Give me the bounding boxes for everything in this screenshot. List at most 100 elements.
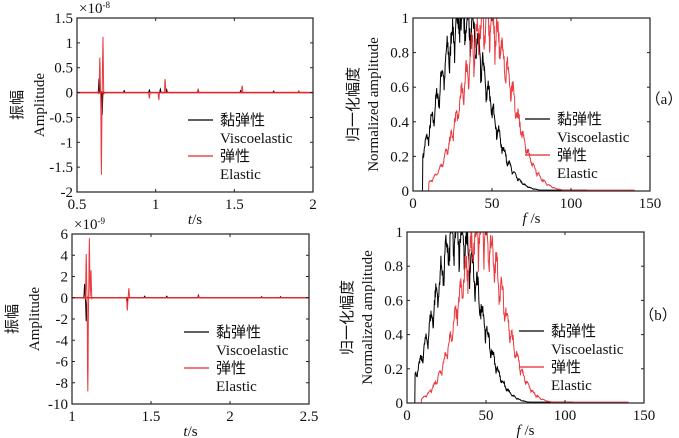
x-axis-label: f /s [523,211,541,227]
x-tick-label: 2 [226,409,234,425]
x-tick-label: 150 [633,408,656,424]
x-tick-label: 50 [485,196,500,212]
y-tick-label: 0.8 [384,259,403,275]
axes-frame [76,17,314,193]
axes-frame [71,233,310,405]
legend-label: Viscoelastic [220,131,293,147]
legend-label: Viscoelastic [216,343,289,359]
y-tick-label: 0.2 [384,362,403,378]
x-tick-label: 0.5 [68,197,87,213]
panel-label: （b） [639,307,677,324]
y-tick-label: 1 [402,11,410,27]
x-axis-label: t/s [183,424,197,438]
x-axis-label-unit: /s [192,212,202,228]
series-line-viscoelastic [77,78,313,115]
x-tick-label: 1.5 [142,409,161,425]
x-tick-label: 100 [554,408,577,424]
y-tick-label: 2 [61,270,69,286]
y-tick-label: 0 [61,291,69,307]
series-line-viscoelastic [413,18,650,191]
y-tick-label: 0.2 [390,149,409,165]
y-tick-label: 0 [66,86,74,102]
legend-label: Elastic [557,166,598,182]
chart-a-time: 0.5 1 1.5 2 -2 -1.5 -1 -0.5 0 0.5 1 1.5 ×10-8 t/s 振幅 Am… [8,0,317,228]
x-axis-label-var: f [517,423,525,438]
y-axis-label: Normalized amplitude [366,37,382,172]
x-tick-label: 2.5 [300,409,319,425]
y-tick-label: -2 [56,312,69,328]
y-tick-label: -8 [56,376,69,392]
x-tick-label: 0 [409,196,417,212]
legend-label-cn: 黏弹性 [216,323,261,341]
x-tick-label: 2 [309,197,317,213]
series-line-elastic [413,18,650,191]
x-axis-label: f /s [517,423,535,438]
x-tick-label: 50 [479,408,494,424]
legend-label: Elastic [216,379,257,395]
x-axis-label-unit: /s [524,423,534,438]
legend-label-cn: 弹性 [216,359,246,377]
legend-label-cn: 弹性 [220,147,250,165]
y-axis-label-cn: 归一化幅度 [344,67,362,142]
y-axis-label: Amplitude [32,73,48,138]
y-exponent: -9 [97,216,105,226]
y-tick-label: 0.4 [384,328,403,344]
axes-frame [412,17,651,192]
legend-label-cn: 弹性 [557,146,587,164]
y-tick-label: -6 [56,355,69,371]
x-tick-label: 100 [560,196,583,212]
plot-area [407,232,644,403]
series-line-viscoelastic [72,283,309,322]
axes-frame [406,231,645,404]
y-tick-label: 1.5 [54,11,73,27]
x-tick-label: 150 [639,196,662,212]
y-axis-label-cn: 归一化幅度 [338,280,356,355]
y-tick-label: 0.4 [390,115,409,131]
plot-area [72,238,309,392]
legend-label: Viscoelastic [551,342,624,358]
y-tick-label: -1.5 [49,160,73,176]
x-axis-label-var: t [188,212,193,228]
y-tick-label: 1 [396,225,404,241]
legend-label-cn: 黏弹性 [557,110,602,128]
y-axis-label: Normalized amplitude [360,250,376,385]
y-tick-label: 0 [402,184,410,200]
x-tick-label: 0 [403,408,411,424]
y-axis-label-cn: 振幅 [8,90,26,120]
y-tick-label: -0.5 [49,110,73,126]
series-line-elastic [77,36,313,175]
x-axis-label: t/s [188,212,202,228]
legend-label-cn: 弹性 [551,358,581,376]
panel-label: （a） [646,91,679,108]
x-axis-label-var: f [523,211,531,227]
y-tick-label: -4 [56,333,69,349]
y-tick-label: 0.6 [384,293,403,309]
legend-label: Elastic [220,167,261,183]
y-tick-label: -10 [48,397,68,413]
y-tick-label: -2 [61,185,74,201]
y-tick-label: 0.6 [390,80,409,96]
plot-area [77,36,313,175]
plot-area [413,18,650,191]
chart-b-time: 1 1.5 2 2.5 -10 -8 -6 -4 -2 0 2 4 6 ×10-9 t/s 振幅 Amplitu… [3,216,318,438]
series-line-elastic [407,232,644,403]
y-tick-label: 0.5 [54,61,73,77]
legend-label-cn: 黏弹性 [220,111,265,129]
y-axis-label: Amplitude [27,287,43,352]
legend-label-cn: 黏弹性 [551,322,596,340]
x-tick-label: 1 [152,197,160,213]
y-tick-label: 1 [66,36,74,52]
x-axis-label-var: t [183,424,188,438]
y-axis-label-cn: 振幅 [3,304,21,334]
y-exponent-label: ×10-9 [74,216,105,233]
x-axis-label-unit: /s [530,211,540,227]
x-axis-label-unit: /s [188,424,198,438]
chart-b-spectrum: 0 50 100 150 0 0.2 0.4 0.6 0.8 1 f /s 归一化幅度 Normaliz… [338,225,677,438]
x-tick-label: 1 [68,409,76,425]
y-tick-label: 4 [61,248,69,264]
